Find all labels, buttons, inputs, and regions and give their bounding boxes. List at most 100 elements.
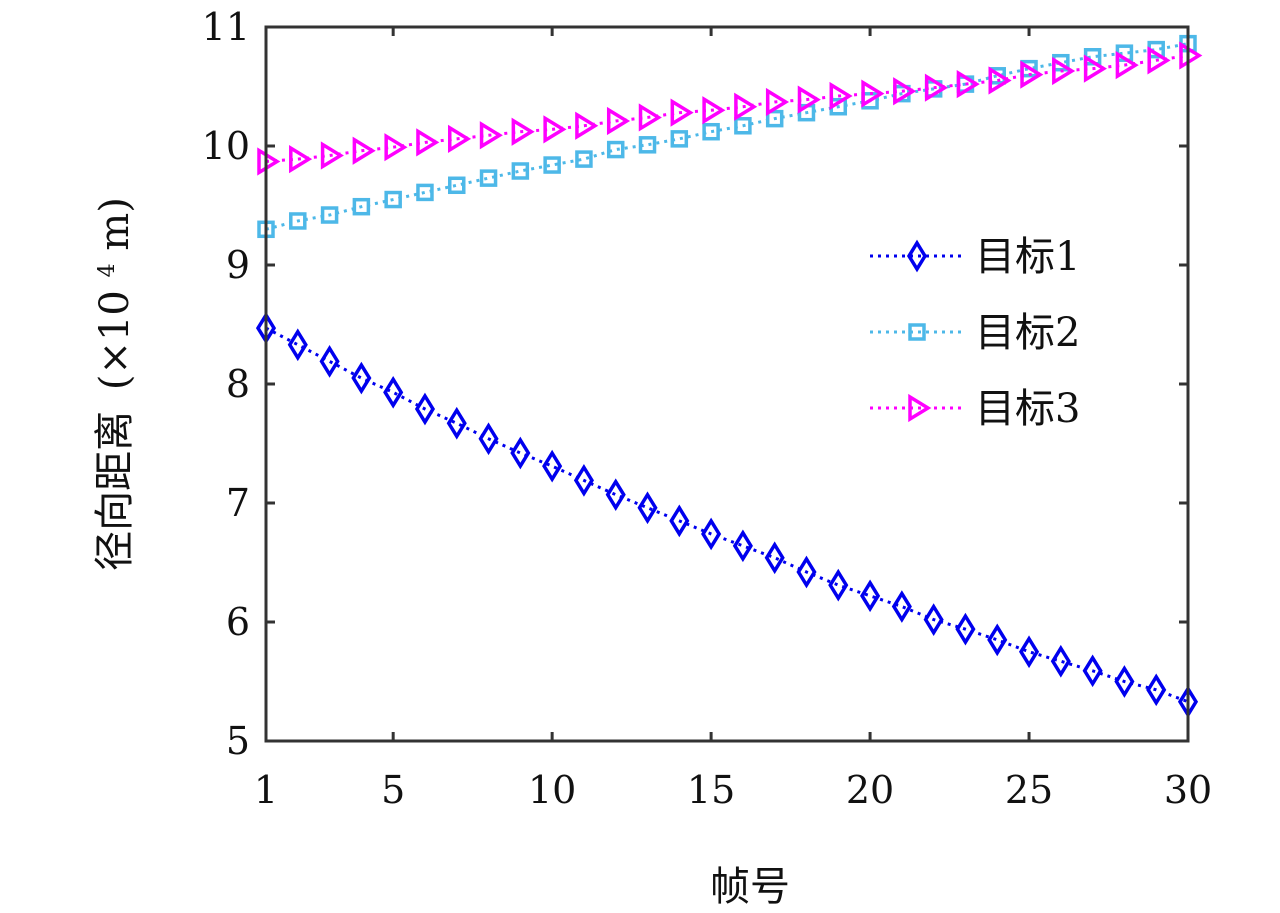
- y-axis-label: 径向距离 (×10 4 m): [78, 197, 138, 571]
- data-point: [1020, 60, 1044, 89]
- data-point: [543, 156, 561, 174]
- data-point: [701, 517, 722, 551]
- data-point: [828, 568, 849, 602]
- data-point: [257, 147, 281, 176]
- data-point: [829, 81, 853, 111]
- data-point: [605, 478, 626, 512]
- x-tick-label: 1: [254, 768, 278, 812]
- data-point: [1115, 50, 1139, 80]
- y-axis-ticks: 5 6 7 8 9 10 11: [202, 5, 1188, 763]
- data-point: [542, 449, 563, 483]
- data-point: [511, 162, 530, 180]
- data-point: [955, 612, 976, 646]
- data-point: [510, 436, 531, 470]
- data-point: [319, 345, 340, 378]
- data-point: [670, 130, 689, 148]
- data-point: [1052, 56, 1076, 86]
- data-point: [351, 361, 372, 395]
- x-tick-label: 5: [381, 768, 405, 812]
- y-tick-label: 5: [226, 719, 250, 763]
- series-1: [255, 311, 1199, 719]
- data-point: [479, 121, 503, 150]
- series-line: [265, 42, 1189, 231]
- data-point: [702, 96, 726, 125]
- data-point: [702, 122, 720, 141]
- data-point: [352, 136, 376, 165]
- legend-label: 目标3: [975, 386, 1080, 432]
- data-point: [575, 111, 599, 140]
- legend-item: 目标3: [870, 386, 1080, 432]
- data-point: [384, 133, 408, 162]
- data-point: [670, 98, 694, 127]
- data-point: [289, 212, 307, 230]
- data-point: [891, 590, 912, 623]
- data-point: [479, 169, 498, 187]
- data-point: [1179, 41, 1203, 70]
- data-point: [924, 73, 949, 102]
- axes-frame: [264, 25, 1190, 743]
- data-point: [289, 144, 313, 174]
- data-point: [732, 529, 753, 563]
- y-tick-label: 8: [226, 362, 250, 406]
- y-axis-label-unit-suffix: m): [92, 197, 138, 251]
- data-point: [448, 176, 466, 195]
- x-tick-label: 15: [687, 768, 735, 812]
- data-point: [383, 375, 404, 409]
- legend-label: 目标2: [975, 310, 1080, 356]
- data-point: [797, 85, 821, 114]
- data-point: [988, 66, 1012, 95]
- legend-marker: [906, 239, 928, 273]
- x-axis-label: 帧号: [710, 864, 790, 910]
- series-3: [257, 41, 1203, 176]
- data-point: [384, 190, 402, 209]
- data-point: [637, 491, 658, 525]
- data-point: [764, 541, 785, 575]
- y-tick-label: 7: [226, 481, 250, 525]
- data-point: [1018, 635, 1040, 669]
- series-line: [265, 326, 1189, 704]
- x-axis-ticks: 1 5 10 15 20 25 30: [254, 27, 1212, 812]
- legend-marker: [908, 323, 926, 341]
- data-point: [1082, 654, 1103, 688]
- data-point: [606, 106, 631, 136]
- data-point: [416, 128, 440, 157]
- y-tick-label: 6: [226, 600, 250, 644]
- legend-marker: [908, 393, 932, 423]
- data-point: [511, 117, 535, 146]
- data-point: [606, 140, 625, 159]
- legend-item: 目标1: [870, 234, 1080, 280]
- y-axis-label-unit-prefix: (×10: [92, 290, 138, 390]
- y-axis-label-main: 径向距离: [92, 411, 138, 571]
- legend-item: 目标2: [870, 310, 1080, 356]
- data-point: [575, 150, 593, 168]
- y-axis-label-unit-exp: 4: [95, 263, 120, 277]
- x-tick-label: 10: [528, 768, 576, 812]
- data-point: [893, 77, 917, 106]
- data-point: [446, 406, 467, 440]
- data-point: [448, 124, 472, 153]
- data-point: [320, 141, 344, 170]
- data-point: [320, 206, 339, 224]
- x-tick-label: 25: [1005, 768, 1053, 812]
- y-tick-label: 10: [202, 124, 250, 168]
- data-point: [734, 117, 752, 135]
- data-point: [923, 603, 944, 636]
- y-tick-label: 9: [226, 243, 250, 287]
- data-point: [765, 87, 790, 117]
- data-point: [1114, 665, 1135, 698]
- legend-label: 目标1: [975, 234, 1080, 280]
- data-point: [478, 422, 499, 456]
- data-point: [1083, 54, 1107, 83]
- data-point: [352, 197, 371, 216]
- legend: 目标1 目标2 目标3: [870, 234, 1080, 432]
- data-point: [543, 115, 567, 144]
- data-point: [987, 623, 1008, 657]
- y-tick-label: 11: [202, 5, 250, 49]
- data-point: [860, 579, 881, 613]
- x-tick-label: 30: [1164, 768, 1212, 812]
- data-point: [287, 328, 308, 362]
- data-point: [669, 504, 690, 538]
- data-point: [1050, 644, 1071, 678]
- x-tick-label: 20: [846, 768, 894, 812]
